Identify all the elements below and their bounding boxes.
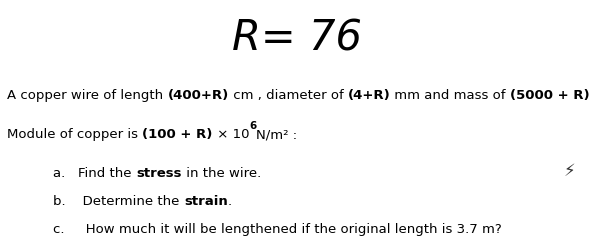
Text: a.   Find the: a. Find the [53, 167, 136, 180]
Text: (5000 + R): (5000 + R) [510, 89, 590, 102]
Text: 6: 6 [249, 121, 257, 131]
Text: c.     How much it will be lengthened if the original length is 3.7 m?: c. How much it will be lengthened if the… [53, 223, 502, 236]
Text: in the wire.: in the wire. [181, 167, 261, 180]
Text: (400+R): (400+R) [167, 89, 229, 102]
Text: R= 76: R= 76 [231, 18, 362, 60]
Text: .: . [228, 195, 232, 208]
Text: mm and mass of: mm and mass of [391, 89, 510, 102]
Text: (100 + R): (100 + R) [142, 128, 213, 141]
Text: strain: strain [184, 195, 228, 208]
Text: ⚡: ⚡ [563, 162, 575, 180]
Text: stress: stress [136, 167, 181, 180]
Text: N/m² :: N/m² : [257, 128, 298, 141]
Text: A copper wire of length: A copper wire of length [7, 89, 167, 102]
Text: b.    Determine the: b. Determine the [53, 195, 184, 208]
Text: Module of copper is: Module of copper is [7, 128, 142, 141]
Text: g, if Young’s: g, if Young’s [590, 89, 593, 102]
Text: × 10: × 10 [213, 128, 249, 141]
Text: (4+R): (4+R) [347, 89, 391, 102]
Text: cm , diameter of: cm , diameter of [229, 89, 347, 102]
